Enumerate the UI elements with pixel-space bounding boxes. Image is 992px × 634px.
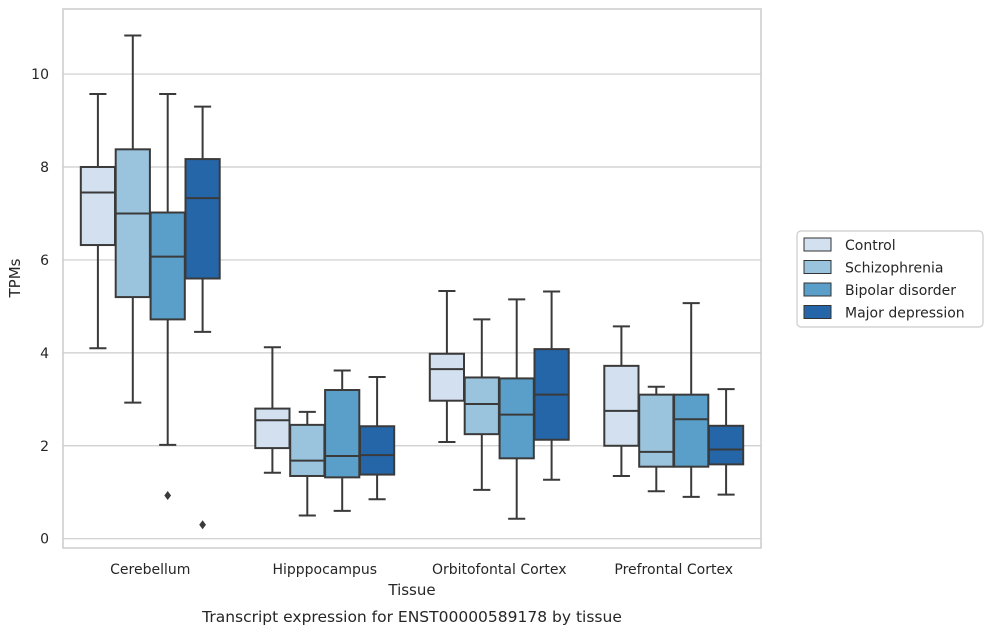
x-axis-ticks: Cerebellum Hipppocampus Orbitofontal Corte… (110, 562, 733, 578)
legend-swatch (803, 237, 832, 252)
box (498, 298, 535, 520)
box-body (254, 407, 291, 450)
y-tick-label: 6 (40, 253, 49, 269)
box (673, 302, 710, 498)
box-body (463, 376, 500, 436)
box (707, 388, 745, 496)
box-body (638, 393, 675, 468)
y-tick-label: 4 (40, 346, 49, 362)
x-tick-label: Cerebellum (110, 562, 190, 578)
box-body (149, 211, 186, 321)
y-axis-ticks: 0 2 4 6 8 10 (31, 67, 49, 548)
box-series (79, 34, 745, 530)
box (149, 93, 186, 500)
box (254, 346, 291, 474)
box (324, 369, 361, 512)
box-body (707, 424, 745, 466)
box (184, 105, 221, 530)
box-body (428, 352, 466, 402)
box-body (79, 165, 117, 247)
legend-label: Major depression (845, 306, 965, 322)
outlier-point (199, 520, 206, 530)
legend-swatch (803, 305, 832, 319)
box-body (184, 158, 221, 280)
outlier-point (164, 490, 172, 500)
chart-caption: Transcript expression for ENST0000058917… (201, 608, 622, 626)
box-body (358, 425, 396, 476)
x-tick-label: Prefrontal Cortex (614, 562, 733, 578)
box-body (498, 377, 535, 460)
box (603, 325, 640, 477)
y-axis-label: TPMs (6, 258, 24, 298)
y-tick-label: 8 (40, 160, 49, 176)
legend-swatch (803, 260, 832, 274)
x-tick-label: Hipppocampus (272, 562, 377, 578)
y-tick-label: 2 (40, 439, 49, 455)
legend: Control Schizophrenia Bipolar disorder Majo… (796, 230, 984, 328)
x-axis-label: Tissue (387, 581, 435, 599)
y-tick-label: 10 (31, 67, 49, 83)
x-tick-label: Orbitofontal Cortex (432, 562, 567, 578)
box (114, 34, 151, 404)
legend-swatch (803, 282, 832, 297)
box-body (114, 148, 151, 299)
y-tick-label: 0 (40, 532, 49, 548)
box-body (324, 389, 361, 479)
box (638, 385, 675, 493)
box-body (673, 393, 710, 468)
legend-frame (796, 230, 984, 328)
plot-frame (62, 8, 762, 549)
box-body (603, 364, 640, 447)
box (358, 376, 396, 501)
box (428, 290, 466, 444)
legend-label: Bipolar disorder (845, 283, 956, 299)
legend-label: Control (845, 238, 896, 254)
legend-label: Schizophrenia (845, 261, 943, 277)
box (533, 290, 570, 481)
box-body (289, 423, 326, 477)
